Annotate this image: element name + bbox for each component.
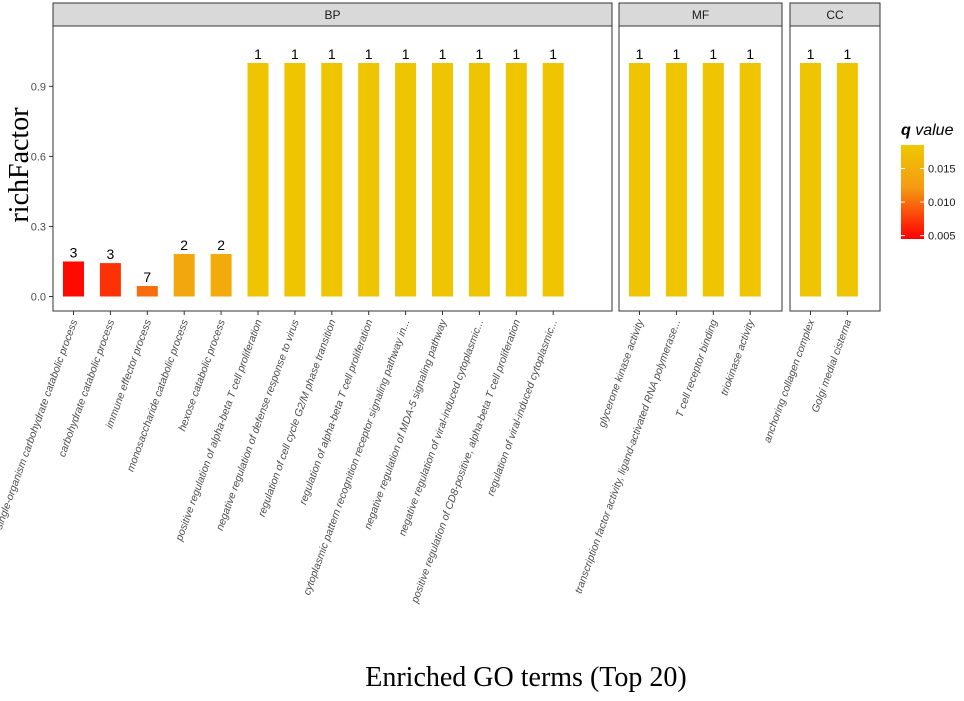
bar-count-label: 1 (402, 46, 410, 62)
bar-count-label: 3 (70, 244, 78, 260)
bar (210, 254, 232, 297)
bar-count-label: 1 (673, 46, 681, 62)
facet-panel-cc (789, 25, 881, 312)
bar (432, 63, 453, 297)
bar (665, 63, 687, 297)
legend-tick-label: 0.010 (928, 197, 956, 209)
x-tick-label: T cell receptor binding (674, 318, 721, 419)
bar (702, 63, 724, 297)
legend-title-q: q (901, 122, 911, 139)
x-tick-label: triokinase activity (718, 317, 757, 397)
bar-count-label: 1 (549, 46, 557, 62)
q-value-legend: q value 0.005 0.010 0.015 (901, 122, 956, 243)
y-tick-label: 0.3 (31, 221, 46, 233)
bar (63, 261, 84, 297)
bar (247, 63, 269, 297)
bar (99, 263, 121, 297)
legend-title-rest: value (911, 122, 954, 139)
bar-count-label: 2 (217, 237, 225, 253)
bar (629, 63, 650, 297)
bar-count-label: 2 (180, 237, 188, 253)
bar-count-label: 1 (807, 46, 815, 62)
bar-count-label: 1 (636, 46, 644, 62)
bar-count-label: 1 (844, 46, 852, 62)
bar-count-label: 7 (143, 269, 151, 285)
bar (321, 63, 343, 297)
facet-label-bp: BP (324, 8, 340, 22)
legend-colorbar (901, 145, 924, 239)
x-tick-label: regulation of cell cycle G2/M phase tran… (256, 318, 339, 519)
bar (836, 63, 858, 297)
facet-panel-mf (618, 25, 783, 312)
legend-tick-label: 0.005 (928, 231, 956, 243)
bar (800, 63, 821, 297)
bar-count-label: 1 (709, 46, 717, 62)
bar (505, 63, 527, 297)
bar (468, 63, 490, 297)
y-tick-label: 0.0 (31, 292, 46, 304)
bar-count-label: 1 (365, 46, 373, 62)
y-axis-title: richFactor (4, 107, 35, 223)
legend-tick-label: 0.015 (928, 164, 956, 176)
bar-count-label: 1 (328, 46, 336, 62)
facet-label-cc: CC (826, 8, 844, 22)
bar (136, 285, 158, 297)
bar (358, 63, 380, 297)
x-tick-label: regulation of viral-induced cytoplasmic.… (485, 318, 560, 498)
x-tick-label: Golgi medial cisterna (809, 318, 854, 414)
y-tick-label: 0.6 (31, 151, 46, 163)
bar-count-label: 1 (476, 46, 484, 62)
facet-panel-bp (52, 25, 613, 312)
y-tick-label: 0.9 (31, 81, 46, 93)
x-tick-label: regulation of alpha-beta T cell prolifer… (297, 318, 375, 507)
legend-title: q value (901, 122, 954, 139)
x-axis-title: Enriched GO terms (Top 20) (365, 662, 687, 693)
x-tick-label: anchoring collagen complex (762, 317, 818, 444)
bar (284, 63, 306, 297)
facet-label-mf: MF (692, 8, 709, 22)
bar-count-label: 1 (254, 46, 262, 62)
bar (395, 63, 417, 297)
bar-count-label: 3 (107, 246, 115, 262)
bar (173, 254, 195, 297)
bar-count-label: 1 (746, 46, 754, 62)
bar (542, 63, 564, 297)
bar-count-label: 1 (439, 46, 447, 62)
bar-count-label: 1 (512, 46, 520, 62)
bar-count-label: 1 (291, 46, 299, 62)
bar (739, 63, 761, 297)
